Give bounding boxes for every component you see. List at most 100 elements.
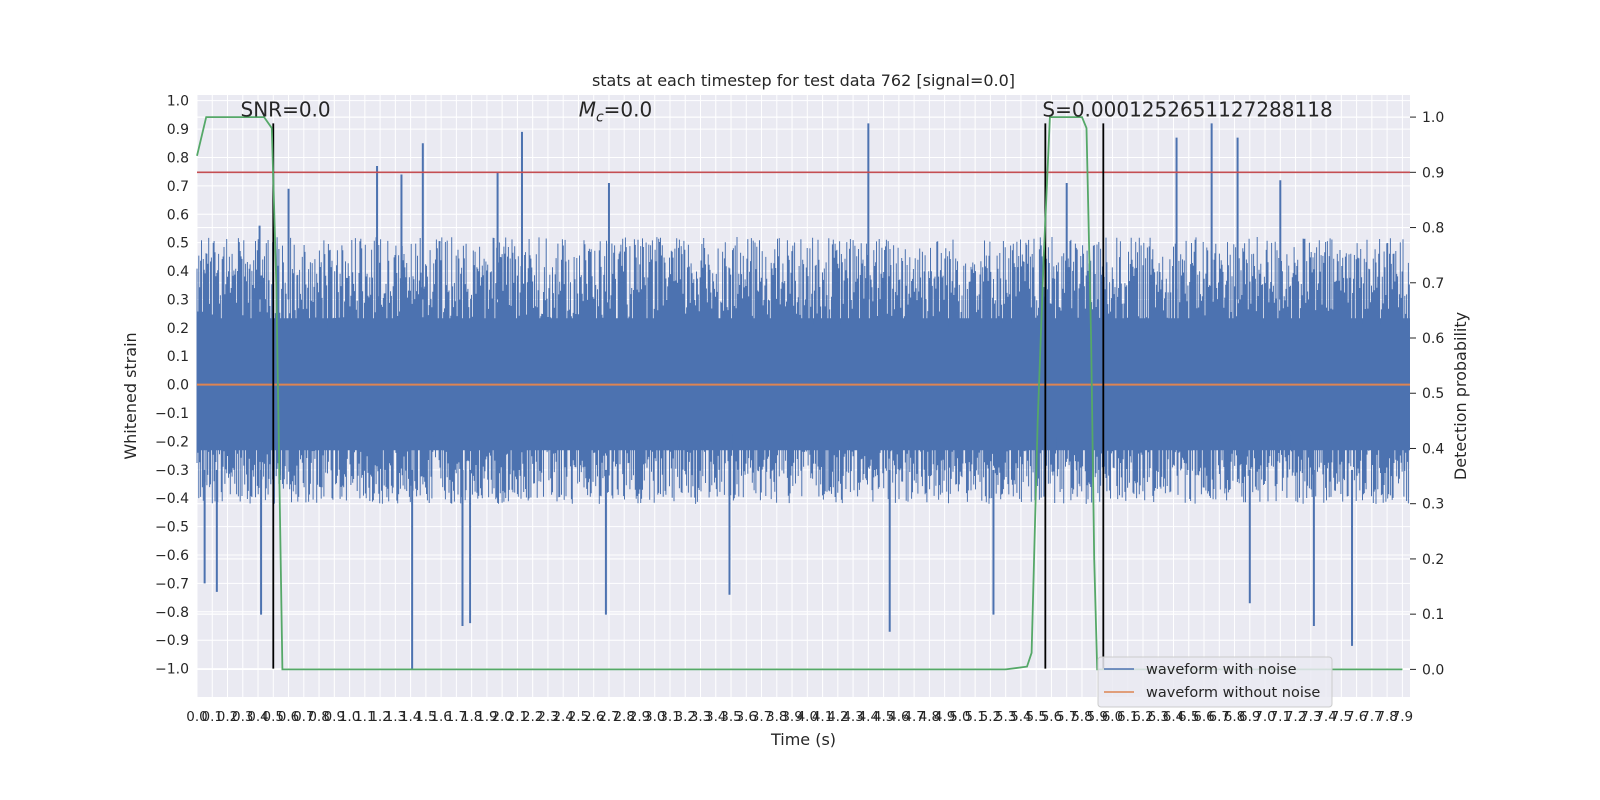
x-tick-label: 2.8 xyxy=(613,709,634,725)
x-tick-label: 2.6 xyxy=(583,709,604,725)
x-tick-label: 3.4 xyxy=(705,709,726,725)
x-tick-label: 4.9 xyxy=(934,709,955,725)
x-tick-label: 1.3 xyxy=(385,709,406,725)
x-tick-label: 3.1 xyxy=(659,709,680,725)
x-tick-label: 1.8 xyxy=(461,709,482,725)
annotation-snr: SNR=0.0 xyxy=(241,98,331,122)
x-tick-label: 4.6 xyxy=(888,709,909,725)
y-tick-label: −0.9 xyxy=(155,633,189,649)
noise-spikes xyxy=(196,237,1410,504)
x-tick-label: 6.3 xyxy=(1148,709,1169,725)
x-tick-label: 7.7 xyxy=(1361,709,1382,725)
x-tick-label: 0.9 xyxy=(324,709,345,725)
x-tick-label: 0.6 xyxy=(278,709,299,725)
x-tick-label: 3.3 xyxy=(690,709,711,725)
x-tick-label: 0.8 xyxy=(308,709,329,725)
x-tick-label: 2.5 xyxy=(568,709,589,725)
x-tick-label: 2.3 xyxy=(537,709,558,725)
x-tick-label: 3.0 xyxy=(644,709,665,725)
y2-tick-label: 0.7 xyxy=(1422,276,1444,292)
y2-tick-label: 0.5 xyxy=(1422,386,1444,402)
chart-title: stats at each timestep for test data 762… xyxy=(592,71,1015,90)
x-tick-label: 7.6 xyxy=(1346,709,1367,725)
x-tick-label: 7.9 xyxy=(1392,709,1413,725)
y-tick-label: 0.8 xyxy=(167,150,189,166)
x-tick-label: 1.5 xyxy=(415,709,436,725)
x-tick-label: 7.4 xyxy=(1315,709,1336,725)
y2-axis-ticks: 1.0 0.9 0.8 0.7 0.6 0.5 0.4 0.3 0.2 0.1 0.0 xyxy=(1410,110,1444,678)
x-axis-ticks: 0.00.10.20.30.40.50.60.70.80.91.01.11.21… xyxy=(186,709,1413,725)
x-tick-label: 5.0 xyxy=(949,709,970,725)
x-tick-label: 4.3 xyxy=(842,709,863,725)
x-tick-label: 4.5 xyxy=(873,709,894,725)
x-tick-label: 6.4 xyxy=(1163,709,1184,725)
y-tick-label: 0.6 xyxy=(167,207,189,223)
y2-tick-label: 0.9 xyxy=(1422,165,1444,181)
y-tick-label: 1.0 xyxy=(167,94,189,110)
x-tick-label: 0.4 xyxy=(247,709,268,725)
y-tick-label: −0.1 xyxy=(155,406,189,422)
x-tick-label: 0.3 xyxy=(232,709,253,725)
y-tick-label: 0.4 xyxy=(167,264,189,280)
y2-axis-label: Detection probability xyxy=(1451,312,1470,480)
y-axis-label: Whitened strain xyxy=(121,332,140,459)
x-tick-label: 2.4 xyxy=(552,709,573,725)
annotation-mc-symbol: M xyxy=(579,98,596,122)
x-tick-label: 3.5 xyxy=(720,709,741,725)
x-tick-label: 3.6 xyxy=(736,709,757,725)
x-tick-label: 5.4 xyxy=(1010,709,1031,725)
x-tick-label: 1.2 xyxy=(369,709,390,725)
x-tick-label: 6.6 xyxy=(1193,709,1214,725)
legend-box xyxy=(1097,656,1333,708)
x-tick-label: 0.2 xyxy=(217,709,238,725)
x-tick-label: 1.6 xyxy=(430,709,451,725)
annotation-mc-value: =0.0 xyxy=(604,98,653,122)
y-tick-label: −0.4 xyxy=(155,491,189,507)
x-tick-label: 4.4 xyxy=(858,709,879,725)
annotation-mc: Mc=0.0 xyxy=(579,98,653,126)
waveform-with-noise-series xyxy=(196,123,1410,669)
annotation-s: S=0.0001252651127288118 xyxy=(1042,98,1332,122)
x-tick-label: 6.0 xyxy=(1102,709,1123,725)
y-tick-label: 0.5 xyxy=(167,236,189,252)
x-tick-label: 1.7 xyxy=(446,709,467,725)
x-tick-label: 5.8 xyxy=(1071,709,1092,725)
x-tick-label: 7.1 xyxy=(1270,709,1291,725)
y-tick-label: −0.8 xyxy=(155,605,189,621)
x-tick-label: 4.0 xyxy=(797,709,818,725)
x-tick-label: 2.0 xyxy=(491,709,512,725)
legend-label-waveform-with-noise: waveform with noise xyxy=(1146,662,1297,678)
x-tick-label: 1.9 xyxy=(476,709,497,725)
plot-content xyxy=(196,116,1410,671)
x-tick-label: 7.2 xyxy=(1285,709,1306,725)
y-tick-label: −0.7 xyxy=(155,576,189,592)
y-tick-label: 0.3 xyxy=(167,292,189,308)
x-tick-label: 1.4 xyxy=(400,709,421,725)
x-tick-label: 6.1 xyxy=(1117,709,1138,725)
x-tick-label: 5.7 xyxy=(1056,709,1077,725)
x-tick-label: 7.3 xyxy=(1300,709,1321,725)
y2-tick-label: 0.1 xyxy=(1422,607,1444,623)
x-tick-label: 0.5 xyxy=(263,709,284,725)
x-tick-label: 1.0 xyxy=(339,709,360,725)
y-axis-ticks: 1.0 0.9 0.8 0.7 0.6 0.5 0.4 0.3 0.2 0.1 0.0 −0.1 −0.… xyxy=(155,94,189,678)
x-tick-label: 3.9 xyxy=(781,709,802,725)
x-tick-label: 6.8 xyxy=(1224,709,1245,725)
annotation-mc-subscript: c xyxy=(596,110,604,126)
x-tick-label: 2.2 xyxy=(522,709,543,725)
x-tick-label: 5.5 xyxy=(1025,709,1046,725)
y2-tick-label: 0.8 xyxy=(1422,221,1444,237)
x-tick-label: 3.8 xyxy=(766,709,787,725)
y-tick-label: −0.3 xyxy=(155,463,189,479)
x-tick-label: 6.2 xyxy=(1132,709,1153,725)
x-tick-label: 6.7 xyxy=(1209,709,1230,725)
legend: waveform with noise waveform without noi… xyxy=(1097,656,1333,708)
y-tick-label: 0.7 xyxy=(167,179,189,195)
y2-tick-label: 0.6 xyxy=(1422,331,1444,347)
y2-tick-label: 0.0 xyxy=(1422,662,1444,678)
x-axis-label: Time (s) xyxy=(770,730,836,749)
x-tick-label: 4.2 xyxy=(827,709,848,725)
x-tick-label: 5.6 xyxy=(1041,709,1062,725)
x-tick-label: 5.1 xyxy=(964,709,985,725)
